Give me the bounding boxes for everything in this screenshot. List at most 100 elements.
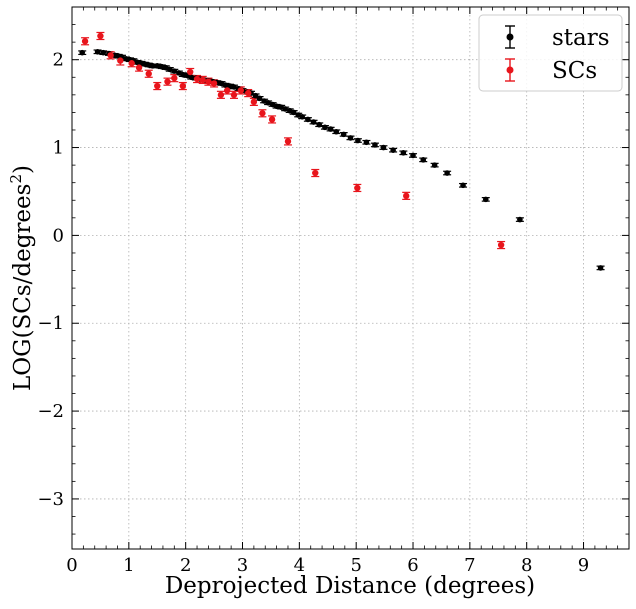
x-tick-label: 7 xyxy=(464,555,475,576)
point-stars xyxy=(310,119,317,125)
legend-scs-label: SCs xyxy=(552,58,597,84)
point-stars xyxy=(188,74,195,81)
point-stars xyxy=(299,114,305,120)
x-tick-label: 1 xyxy=(123,555,134,576)
point-scs xyxy=(284,138,292,145)
y-tick-label: −3 xyxy=(37,489,64,510)
point-stars xyxy=(316,121,323,128)
point-scs xyxy=(217,91,225,99)
point-stars xyxy=(482,196,489,203)
x-tick-label: 8 xyxy=(521,555,532,576)
x-axis-label: Deprojected Distance (degrees) xyxy=(165,573,535,599)
tick-layer xyxy=(71,6,630,549)
x-tick-label: 0 xyxy=(66,555,77,576)
point-stars xyxy=(166,66,173,73)
point-stars xyxy=(431,162,438,168)
point-scs xyxy=(81,38,89,45)
point-scs xyxy=(403,192,410,200)
point-stars xyxy=(327,126,334,132)
point-stars xyxy=(154,63,161,69)
point-stars xyxy=(282,106,288,112)
point-stars xyxy=(410,152,416,159)
point-stars xyxy=(171,68,178,74)
point-stars xyxy=(390,147,396,153)
point-stars xyxy=(305,116,311,123)
x-tick-label: 5 xyxy=(350,555,361,576)
point-scs xyxy=(354,184,361,192)
point-scs xyxy=(97,32,104,40)
legend-item-stars: stars xyxy=(505,25,610,51)
plot-frame xyxy=(71,6,630,550)
y-tick-label: −1 xyxy=(37,313,64,334)
point-scs xyxy=(230,91,238,99)
point-stars xyxy=(94,49,101,55)
y-tick-label: 1 xyxy=(53,138,64,159)
y-axis-label-superscript: 2 xyxy=(7,174,25,184)
point-scs xyxy=(164,78,171,85)
point-scs xyxy=(199,76,206,84)
point-scs xyxy=(312,169,319,177)
y-axis-label-main: LOG(SCs/degrees xyxy=(10,184,36,391)
point-scs xyxy=(135,64,143,71)
point-stars xyxy=(340,131,347,138)
point-stars xyxy=(79,49,86,56)
point-layer xyxy=(79,32,604,271)
point-stars xyxy=(322,124,328,131)
legend-item-scs: SCs xyxy=(505,58,597,84)
point-stars xyxy=(231,84,237,90)
y-axis-label: LOG(SCs/degrees2) xyxy=(7,165,36,391)
point-stars xyxy=(222,82,229,88)
x-tick-label: 9 xyxy=(578,555,589,576)
legend-stars-marker xyxy=(506,33,514,41)
point-scs xyxy=(117,57,124,64)
point-scs xyxy=(497,241,505,249)
point-stars xyxy=(363,139,370,146)
point-stars xyxy=(333,128,340,135)
legend: stars SCs xyxy=(478,14,623,92)
point-scs xyxy=(187,68,194,76)
point-stars xyxy=(380,144,387,151)
point-stars xyxy=(420,157,427,163)
point-stars xyxy=(460,182,466,189)
x-tick-label: 3 xyxy=(237,555,248,576)
point-stars xyxy=(597,265,604,271)
point-scs xyxy=(268,116,276,123)
y-tick-label: 0 xyxy=(53,225,64,246)
point-scs xyxy=(237,87,245,94)
point-scs xyxy=(223,87,231,94)
point-stars xyxy=(265,99,271,106)
point-stars xyxy=(273,103,280,110)
point-stars xyxy=(347,135,354,141)
y-axis-label-close: ) xyxy=(10,165,36,174)
point-scs xyxy=(128,60,135,67)
point-scs xyxy=(179,82,187,90)
point-scs xyxy=(244,89,252,97)
point-scs xyxy=(210,80,218,87)
point-stars xyxy=(290,109,297,116)
y-tick-label: 2 xyxy=(53,50,64,71)
point-scs xyxy=(171,74,178,82)
point-stars xyxy=(372,142,378,148)
point-scs xyxy=(154,82,161,90)
point-stars xyxy=(256,95,263,102)
legend-stars-label: stars xyxy=(552,25,610,51)
point-scs xyxy=(250,98,258,106)
tick-label-layer: 0 1 2 3 4 5 6 7 8 9 −3 −2 −1 0 1 2 xyxy=(37,50,589,576)
point-scs xyxy=(145,70,152,77)
point-stars xyxy=(252,92,259,99)
point-scs xyxy=(259,110,266,117)
point-stars xyxy=(355,137,361,144)
point-stars xyxy=(444,170,450,176)
x-tick-label: 4 xyxy=(294,555,305,576)
point-stars xyxy=(100,49,107,56)
point-scs xyxy=(193,75,201,83)
x-tick-label: 2 xyxy=(180,555,191,576)
point-scs xyxy=(107,52,114,59)
point-stars xyxy=(400,150,407,156)
point-stars xyxy=(180,71,186,78)
legend-scs-marker xyxy=(506,66,514,74)
point-stars xyxy=(517,216,523,223)
point-scs xyxy=(205,78,212,85)
